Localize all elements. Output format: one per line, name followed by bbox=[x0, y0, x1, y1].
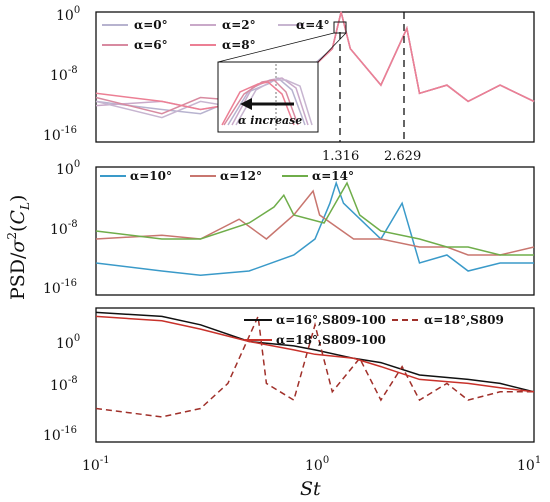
zoom-box bbox=[333, 21, 347, 34]
panel-3-series bbox=[95, 311, 535, 418]
p2-ytick-m8: 10-8 bbox=[50, 219, 78, 238]
inset-label: α increase bbox=[238, 114, 302, 127]
legend-a10-label: α=10° bbox=[130, 169, 172, 183]
y-axis-label: PSD/σ2(CL) bbox=[5, 195, 32, 300]
p3-ytick-m16: 10-16 bbox=[43, 425, 77, 444]
p2-ytick-m16: 10-16 bbox=[43, 278, 77, 297]
panel-2-frame bbox=[95, 166, 535, 296]
p3-ytick-0: 100 bbox=[56, 333, 80, 352]
panel-1-legend: α=0° α=2° α=4° α=6° α=8° bbox=[102, 18, 330, 52]
p1-ytick-0: 100 bbox=[56, 5, 80, 24]
panel-3-series-2 bbox=[95, 315, 535, 393]
panel-2-series bbox=[95, 180, 535, 276]
p2-ytick-0: 100 bbox=[56, 159, 80, 178]
panel-2-series-1 bbox=[95, 189, 535, 256]
panel-1-series bbox=[95, 11, 535, 119]
inset-arrowhead bbox=[240, 98, 252, 110]
legend-a2-label: α=2° bbox=[222, 18, 256, 32]
inset-curve-a6 bbox=[223, 79, 299, 126]
legend-a8-label: α=8° bbox=[222, 38, 256, 52]
panel-2-legend: α=10° α=12° α=14° bbox=[100, 169, 354, 183]
xtick-0: 100 bbox=[305, 455, 329, 474]
panel-3-frame bbox=[95, 307, 535, 443]
panel-3-legend: α=16°,S809-100 α=18°,S809 α=18°,S809-100 bbox=[244, 313, 504, 347]
panel-2-series-0 bbox=[95, 180, 534, 276]
zoom-connector-1 bbox=[217, 32, 335, 63]
p3-ytick-m8: 10-8 bbox=[50, 375, 78, 394]
zoom-connector-2 bbox=[317, 32, 347, 63]
legend-a12-label: α=12° bbox=[220, 169, 262, 183]
panel-3-series-1 bbox=[95, 313, 534, 418]
p1-ytick-m8: 10-8 bbox=[50, 65, 78, 84]
inset-curve-a8 bbox=[221, 81, 295, 126]
legend-a18-label: α=18°,S809-100 bbox=[276, 333, 386, 347]
inset-curve-a2 bbox=[231, 77, 309, 126]
panel-3-series-0 bbox=[95, 311, 535, 393]
peak-label-2: 2.629 bbox=[384, 149, 421, 164]
legend-a18s-label: α=18°,S809 bbox=[424, 313, 504, 327]
inset-zoom: α increase bbox=[217, 61, 319, 133]
xtick-1: 101 bbox=[517, 455, 541, 474]
legend-a16-label: α=16°,S809-100 bbox=[276, 313, 386, 327]
panel-1-series-4 bbox=[95, 11, 535, 111]
peak-label-1: 1.316 bbox=[322, 149, 359, 164]
inset-curve-a4 bbox=[235, 79, 313, 126]
legend-a6-label: α=6° bbox=[134, 38, 168, 52]
inset-frame bbox=[217, 61, 319, 133]
xtick-m1: 10-1 bbox=[82, 455, 110, 474]
x-axis-label: St bbox=[300, 478, 321, 500]
p1-ytick-m16: 10-16 bbox=[43, 125, 77, 144]
legend-a0-label: α=0° bbox=[134, 18, 168, 32]
legend-a4-label: α=4° bbox=[296, 18, 330, 32]
panel-2-series-2 bbox=[95, 181, 534, 256]
legend-a14-label: α=14° bbox=[312, 169, 354, 183]
